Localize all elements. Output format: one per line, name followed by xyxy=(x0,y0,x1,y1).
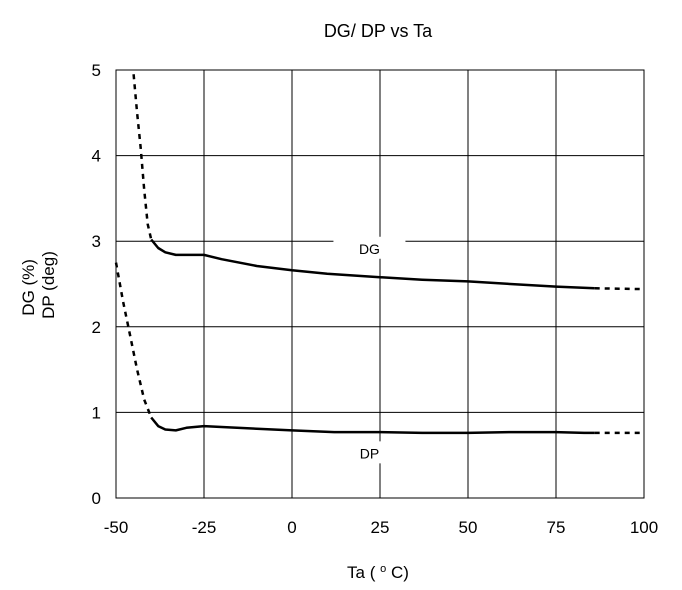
dg-line-segment-1 xyxy=(150,238,595,290)
series-dg xyxy=(132,74,645,291)
dg-line-segment-0 xyxy=(132,74,153,240)
dp-line-segment-0 xyxy=(114,262,153,418)
x-axis-label-suffix: C) xyxy=(391,563,409,582)
y-tick-label: 1 xyxy=(92,403,101,422)
y-axis-label-line2: DP (deg) xyxy=(39,251,58,319)
y-axis-label-line1: DG (%) xyxy=(19,259,38,316)
annotation-bg-dg xyxy=(333,236,406,259)
annotation-dg-label: DG xyxy=(359,241,380,257)
x-tick-label: 75 xyxy=(547,518,566,537)
y-ticks-layer: 0 1 2 3 4 5 xyxy=(92,61,101,508)
grid-layer xyxy=(116,70,644,498)
series-layer xyxy=(114,74,645,435)
x-ticks-layer: -50 -25 0 25 50 75 100 xyxy=(104,518,658,537)
y-tick-label: 0 xyxy=(92,489,101,508)
x-tick-label: -25 xyxy=(192,518,217,537)
annotation-layer: DG DP xyxy=(333,236,406,464)
y-tick-label: 5 xyxy=(92,61,101,80)
y-tick-label: 2 xyxy=(92,318,101,337)
dg-line-segment-2 xyxy=(594,287,645,291)
annotation-bg-dp xyxy=(333,441,406,464)
x-tick-label: 25 xyxy=(371,518,390,537)
chart-title: DG/ DP vs Ta xyxy=(324,21,433,41)
x-axis-label-prefix: Ta ( xyxy=(347,563,376,582)
y-tick-label: 4 xyxy=(92,147,101,166)
dp-line-segment-1 xyxy=(150,416,595,435)
y-axis-label: DG (%) DP (deg) xyxy=(19,251,58,319)
x-tick-label: 0 xyxy=(287,518,296,537)
x-tick-label: 50 xyxy=(459,518,478,537)
x-axis-label: Ta ( o C) xyxy=(347,563,409,582)
x-tick-label: -50 xyxy=(104,518,129,537)
annotation-dp-label: DP xyxy=(360,445,379,461)
x-tick-label: 100 xyxy=(630,518,658,537)
series-dp xyxy=(114,262,644,435)
x-axis-label-superscript: o xyxy=(380,563,386,575)
y-tick-label: 3 xyxy=(92,232,101,251)
